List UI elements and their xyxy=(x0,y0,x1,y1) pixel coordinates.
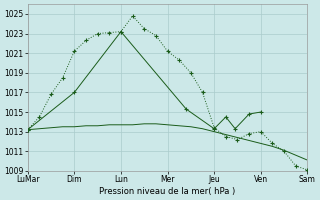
X-axis label: Pression niveau de la mer( hPa ): Pression niveau de la mer( hPa ) xyxy=(100,187,236,196)
